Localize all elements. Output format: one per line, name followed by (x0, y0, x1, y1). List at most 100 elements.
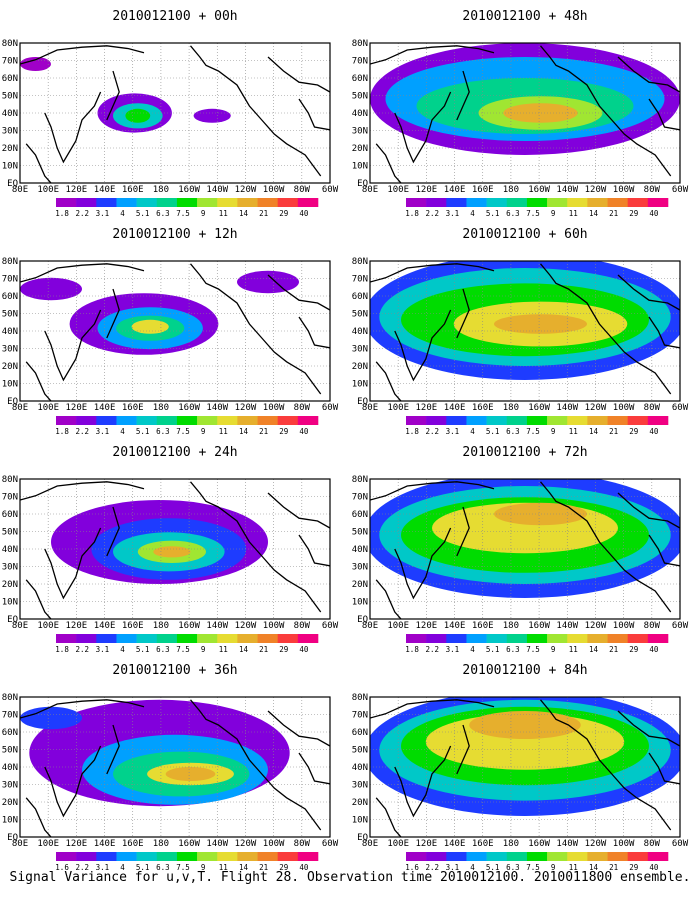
map-frame (19, 260, 331, 402)
coastline (394, 309, 452, 382)
coastline (298, 316, 330, 349)
map-panel: 2010012100 + 12h 80E 100E 120E 140E 160E 180 16… (2, 227, 339, 436)
lon-label: 140E (444, 839, 466, 849)
colorbar-label: 5.1 (486, 209, 500, 218)
lon-label: 180 (153, 185, 169, 195)
lat-label: 50N (2, 528, 18, 538)
colorbar-label: 21 (259, 427, 268, 436)
colorbar-label: 3.1 (446, 427, 460, 436)
map-panel: 2010012100 + 60h 80E 100E 120E 140E 160E 180 16… (352, 227, 689, 436)
colorbar-label: 7.5 (526, 209, 540, 218)
coastline (375, 579, 402, 619)
lon-label: 160E (122, 403, 144, 413)
colorbar-label: 6.3 (506, 863, 520, 872)
coastline (20, 263, 145, 283)
lon-label: 80E (12, 839, 28, 849)
lon-label: 80E (12, 185, 28, 195)
colorbar-swatch (466, 634, 487, 643)
colorbar-label: 40 (649, 863, 659, 872)
lat-label: EQ (7, 615, 18, 625)
lon-label: 60W (322, 403, 339, 413)
colorbar-label: 11 (569, 427, 578, 436)
lon-label: 120E (416, 403, 438, 413)
colorbar-label: 9 (201, 645, 206, 654)
lat-label: 60N (2, 728, 18, 738)
coastline (298, 98, 330, 131)
colorbar-label: 29 (629, 645, 638, 654)
colorbar-swatch (217, 198, 238, 207)
colorbar-swatch (277, 634, 299, 643)
lon-label: 80E (362, 839, 378, 849)
coastline (456, 506, 470, 557)
lat-label: 40N (352, 109, 368, 119)
colorbar-swatch (156, 198, 178, 207)
lon-label: 100W (613, 839, 635, 849)
variance-field (370, 479, 680, 619)
colorbar-swatch (297, 198, 319, 207)
colorbar-label: 4 (120, 645, 125, 654)
colorbar-label: 2.2 (425, 209, 439, 218)
lon-label: 60W (672, 839, 689, 849)
lat-label: 30N (2, 127, 18, 137)
lon-label: 80W (644, 839, 661, 849)
lat-label: 10N (352, 598, 368, 608)
variance-field (370, 261, 680, 401)
lat-label: 40N (2, 545, 18, 555)
lat-label: 80N (352, 693, 368, 703)
lon-label: 80E (362, 621, 378, 631)
lat-label: 80N (2, 693, 18, 703)
lat-label: 50N (352, 92, 368, 102)
lat-label: 70N (352, 275, 368, 285)
lon-label: 120E (66, 839, 88, 849)
colorbar-label: 3.1 (446, 209, 460, 218)
colorbar-swatch (446, 198, 467, 207)
colorbar-label: 3.1 (446, 863, 460, 872)
colorbar-swatch (96, 416, 117, 425)
colorbar-swatch (506, 852, 528, 861)
colorbar-swatch (277, 852, 299, 861)
graticule (20, 43, 330, 183)
colorbar-swatch (297, 852, 319, 861)
colorbar: 1.8 2.2 3.1 4 5.1 6.3 7.5 9 11 14 21 29 40 (405, 634, 669, 654)
colorbar-swatch (217, 852, 238, 861)
colorbar-swatch (76, 416, 97, 425)
colorbar-swatch (426, 852, 447, 861)
lat-label: 10N (352, 816, 368, 826)
lon-label: 140W (556, 839, 578, 849)
map-frame (369, 42, 681, 184)
lon-label: 60W (672, 621, 689, 631)
colorbar-swatch (76, 852, 97, 861)
colorbar-swatch (56, 416, 77, 425)
colorbar-swatch (526, 198, 548, 207)
colorbar-swatch (446, 634, 467, 643)
lon-label: 100E (37, 621, 59, 631)
colorbar-label: 14 (239, 645, 249, 654)
lon-label: 140W (556, 621, 578, 631)
colorbar-label: 5.1 (486, 427, 500, 436)
colorbar-label: 6.3 (506, 645, 520, 654)
colorbar-label: 7.5 (526, 863, 540, 872)
colorbar-label: 3.1 (96, 645, 110, 654)
colorbar-label: 4 (470, 863, 475, 872)
lat-label: 60N (352, 292, 368, 302)
colorbar: 1.8 2.2 3.1 4 5.1 6.3 7.5 9 11 14 21 29 40 (55, 198, 319, 218)
colorbar-label: 21 (259, 209, 268, 218)
colorbar: 1.6 2.2 3.1 4 5.1 6.3 7.5 9 11 14 21 29 40 (55, 852, 319, 872)
colorbar-label: 6.3 (156, 209, 170, 218)
coastline (370, 699, 495, 719)
colorbar-label: 5.1 (136, 427, 150, 436)
map-frame (369, 478, 681, 620)
lon-label: 160W (178, 185, 200, 195)
lat-label: 50N (2, 746, 18, 756)
coastline (539, 699, 672, 831)
colorbar: 1.8 2.2 3.1 4 5.1 6.3 7.5 9 11 14 21 29 40 (405, 198, 669, 218)
colorbar-label: 11 (569, 209, 578, 218)
colorbar-swatch (587, 852, 608, 861)
lat-label: 70N (352, 493, 368, 503)
lon-label: 140W (206, 185, 228, 195)
coastline (267, 492, 330, 529)
lat-label: EQ (7, 833, 18, 843)
lon-label: 60W (672, 185, 689, 195)
lon-label: 160W (528, 621, 550, 631)
colorbar-label: 7.5 (176, 645, 190, 654)
